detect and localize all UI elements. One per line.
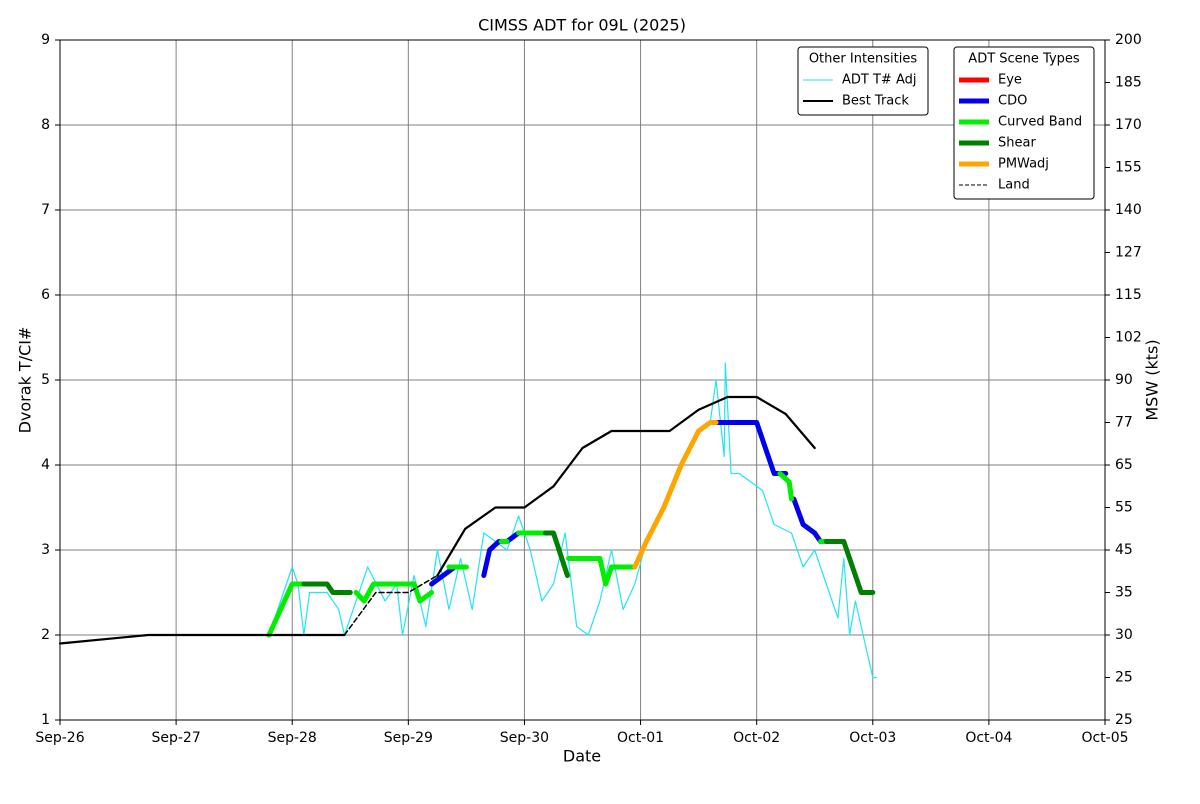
legend-title: Other Intensities <box>809 52 918 67</box>
y2-tick-label: 30 <box>1115 627 1133 643</box>
y2-tick-label: 115 <box>1115 287 1142 303</box>
y2-tick-label: 25 <box>1115 712 1133 728</box>
y2-tick-label: 55 <box>1115 500 1133 516</box>
legend-label: ADT T# Adj <box>842 73 916 88</box>
y-tick-label: 4 <box>41 457 50 473</box>
x-tick-label: Oct-04 <box>965 730 1012 746</box>
y2-tick-label: 185 <box>1115 75 1142 91</box>
x-tick-label: Sep-29 <box>384 730 433 746</box>
x-tick-label: Sep-30 <box>500 730 549 746</box>
legend-label: Best Track <box>842 94 909 109</box>
x-tick-label: Oct-03 <box>849 730 896 746</box>
legend-label: CDO <box>998 94 1027 109</box>
y2-tick-label: 45 <box>1115 542 1133 558</box>
chart-title: CIMSS ADT for 09L (2025) <box>478 16 686 35</box>
y-tick-label: 8 <box>41 117 50 133</box>
x-tick-label: Oct-01 <box>617 730 664 746</box>
y-tick-label: 3 <box>41 542 50 558</box>
x-axis-label: Date <box>563 747 601 766</box>
legend-label: Land <box>998 178 1030 193</box>
y2-axis-label: MSW (kts) <box>1143 339 1162 420</box>
series-line <box>301 530 876 595</box>
legend-label: PMWadj <box>998 157 1049 172</box>
y2-tick-label: 140 <box>1115 202 1142 218</box>
y-tick-label: 1 <box>41 712 50 728</box>
y-tick-label: 2 <box>41 627 50 643</box>
legend-box <box>953 46 1095 200</box>
y2-tick-label: 200 <box>1115 32 1142 48</box>
series-line <box>58 395 816 645</box>
legend-title: ADT Scene Types <box>968 52 1080 67</box>
y-tick-label: 9 <box>41 32 50 48</box>
series-line <box>266 471 829 638</box>
y-tick-label: 6 <box>41 287 50 303</box>
y-tick-label: 7 <box>41 202 50 218</box>
y2-tick-label: 155 <box>1115 160 1142 176</box>
y2-tick-label: 127 <box>1115 245 1142 261</box>
plot-frame <box>59 39 1106 721</box>
y2-tick-label: 25 <box>1115 670 1133 686</box>
legend-label: Curved Band <box>998 115 1082 130</box>
x-tick-label: Sep-28 <box>268 730 317 746</box>
y2-tick-label: 65 <box>1115 457 1133 473</box>
series-line <box>268 362 877 679</box>
legend-label: Shear <box>998 136 1036 151</box>
y2-tick-label: 35 <box>1115 585 1133 601</box>
legend-box <box>797 46 929 116</box>
x-tick-label: Oct-05 <box>1081 730 1128 746</box>
y2-tick-label: 102 <box>1115 330 1142 346</box>
series-line <box>632 420 719 570</box>
x-tick-label: Sep-27 <box>151 730 200 746</box>
legend-label: Eye <box>998 73 1022 88</box>
y2-tick-label: 77 <box>1115 415 1133 431</box>
x-tick-label: Oct-02 <box>733 730 780 746</box>
y2-tick-label: 170 <box>1115 117 1142 133</box>
x-tick-label: Sep-26 <box>35 730 84 746</box>
y2-tick-label: 90 <box>1115 372 1133 388</box>
series-line <box>343 574 439 636</box>
y-tick-label: 5 <box>41 372 50 388</box>
y-axis-label: Dvorak T/CI# <box>16 327 35 434</box>
